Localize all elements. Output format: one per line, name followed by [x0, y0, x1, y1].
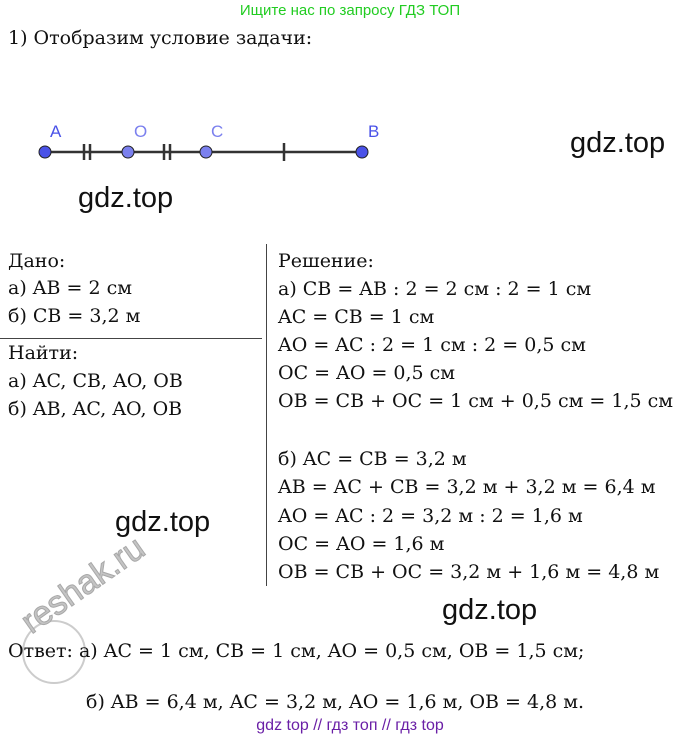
solution-heading: Решение: [278, 250, 374, 272]
tick-marks [82, 143, 286, 161]
find-heading: Найти: [8, 342, 79, 364]
divider-horizontal [0, 338, 262, 339]
solution-line: OC = AO = 1,6 м [278, 533, 445, 555]
find-line: б) AB, AC, AO, OB [8, 398, 183, 420]
label-c: C [211, 122, 223, 141]
given-line: б) CB = 3,2 м [8, 305, 141, 327]
find-line: а) AC, CB, AO, OB [8, 370, 183, 392]
label-a: A [50, 122, 62, 141]
segment-diagram: A O C B [38, 122, 379, 161]
reshak-watermark: reshak.ru [14, 528, 153, 642]
watermark: gdz.top [570, 127, 666, 159]
given-heading: Дано: [8, 250, 66, 272]
header-banner[interactable]: Ищите нас по запросу ГДЗ ТОП [239, 2, 461, 19]
solution-line: б) AC = CB = 3,2 м [278, 448, 467, 470]
solution-line: OB = CB + OC = 1 см + 0,5 см = 1,5 см [278, 390, 674, 412]
label-o: O [134, 122, 147, 141]
answer-line: Ответ: а) AC = 1 см, CB = 1 см, AO = 0,5… [8, 640, 585, 662]
watermark: gdz.top [115, 506, 211, 538]
solution-line: OC = AO = 0,5 см [278, 362, 456, 384]
label-b: B [368, 122, 379, 141]
solution-line: AO = AC : 2 = 1 см : 2 = 0,5 см [278, 334, 586, 356]
copyright-icon [22, 620, 86, 684]
answer-line: б) AB = 6,4 м, AC = 3,2 м, AO = 1,6 м, O… [86, 691, 585, 713]
solution-line: AO = AC : 2 = 3,2 м : 2 = 1,6 м [278, 505, 583, 527]
watermark: gdz.top [78, 182, 174, 214]
solution-line: AC = CB = 1 см [278, 306, 435, 328]
watermark: gdz.top [442, 594, 538, 626]
footer-links[interactable]: gdz top // гдз топ // гдз top [256, 717, 444, 734]
point-c [199, 145, 213, 159]
solution-line: а) CB = AB : 2 = 2 см : 2 = 1 см [278, 278, 592, 300]
point-o [121, 145, 135, 159]
solution-line: AB = AC + CB = 3,2 м + 3,2 м = 6,4 м [278, 476, 656, 498]
point-a [38, 145, 52, 159]
section-title: 1) Отобразим условие задачи: [8, 27, 313, 49]
divider-vertical [266, 244, 267, 586]
point-b [355, 145, 369, 159]
given-line: а) AB = 2 см [8, 277, 133, 299]
solution-line: OB = CB + OC = 3,2 м + 1,6 м = 4,8 м [278, 561, 660, 583]
